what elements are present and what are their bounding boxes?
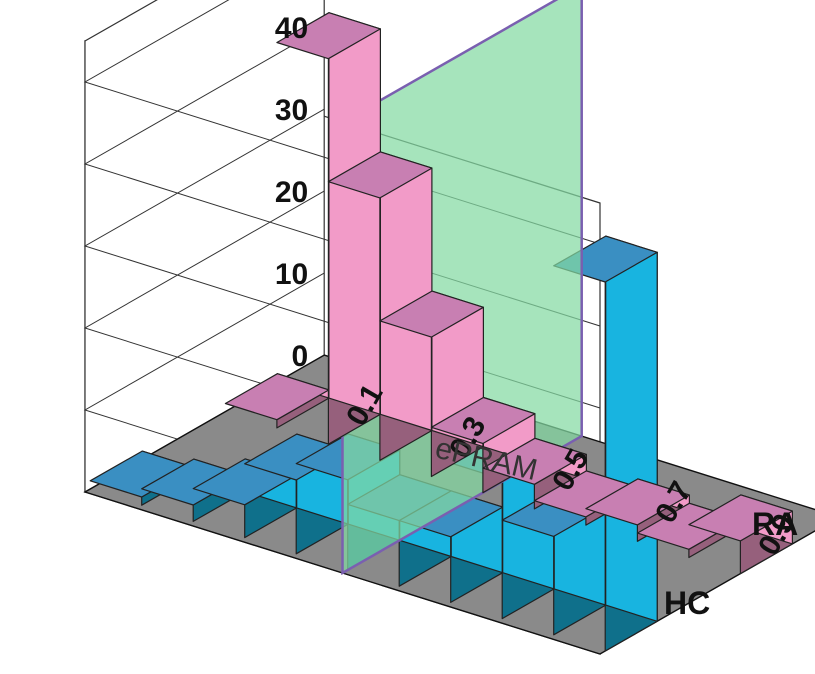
y-tick-label: 10 [275, 258, 308, 291]
hc-bar-top [224, 373, 330, 421]
y-tick-label: 40 [275, 12, 308, 45]
hc-bar-top [379, 290, 484, 338]
hc-bar-front [328, 12, 381, 415]
series-bars-hc [224, 12, 794, 575]
hc-bar [224, 373, 330, 429]
hc-bar-top [482, 437, 588, 485]
hc-bar-top [533, 470, 639, 518]
series-label-ra: RA [752, 506, 798, 542]
hc-bar-top [430, 396, 536, 445]
hc-bar-top [688, 494, 794, 542]
y-tick-label: 20 [275, 176, 308, 209]
ra-bar-front [605, 235, 658, 622]
hc-bar-top [327, 151, 433, 199]
hc-bar [276, 12, 381, 445]
hc-bar-top [585, 478, 691, 526]
y-tick-label: 30 [275, 94, 308, 127]
series-label-hc: HC [664, 585, 710, 621]
ra-bar-top [89, 450, 195, 498]
y-tick-label: 0 [292, 340, 309, 373]
hc-bar-top [276, 12, 381, 60]
hc-bar [688, 494, 794, 575]
